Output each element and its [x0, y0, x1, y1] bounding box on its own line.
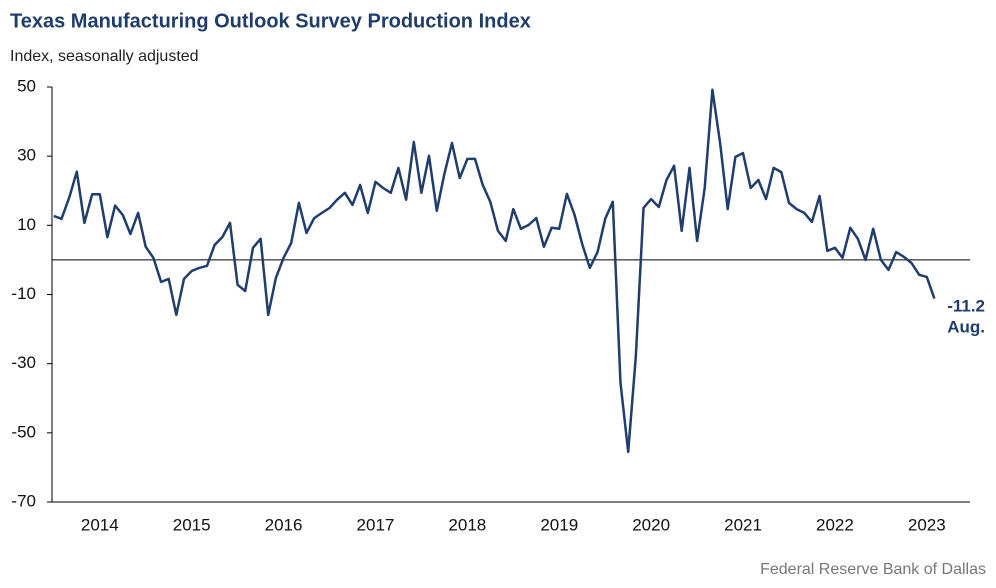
x-tick-label: 2014	[81, 515, 119, 534]
value-label: -11.2	[947, 296, 985, 315]
x-tick-label: 2015	[173, 515, 211, 534]
y-tick-label: -50	[11, 422, 36, 441]
source: Federal Reserve Bank of Dallas	[760, 561, 986, 578]
x-tick-label: 2019	[540, 515, 578, 534]
line-series	[53, 88, 936, 454]
y-tick-label: 50	[17, 76, 36, 95]
x-tick-label: 2023	[908, 515, 946, 534]
y-tick-label: -30	[11, 353, 36, 372]
x-tick-label: 2022	[816, 515, 854, 534]
y-tick-label: -70	[11, 491, 36, 510]
y-tick-label: 10	[17, 215, 36, 234]
x-tick-label: 2018	[448, 515, 486, 534]
x-tick-label: 2017	[357, 515, 395, 534]
x-tick-label: 2021	[724, 515, 762, 534]
x-tick-label: 2016	[265, 515, 303, 534]
annotation: Aug.	[947, 317, 985, 336]
x-tick-label: 2020	[632, 515, 670, 534]
chart-title: Texas Manufacturing Outlook Survey Produ…	[10, 10, 531, 32]
y-tick-label: -10	[11, 284, 36, 303]
chart-subtitle: Index, seasonally adjusted	[10, 48, 199, 65]
y-tick-label: 30	[17, 146, 36, 165]
